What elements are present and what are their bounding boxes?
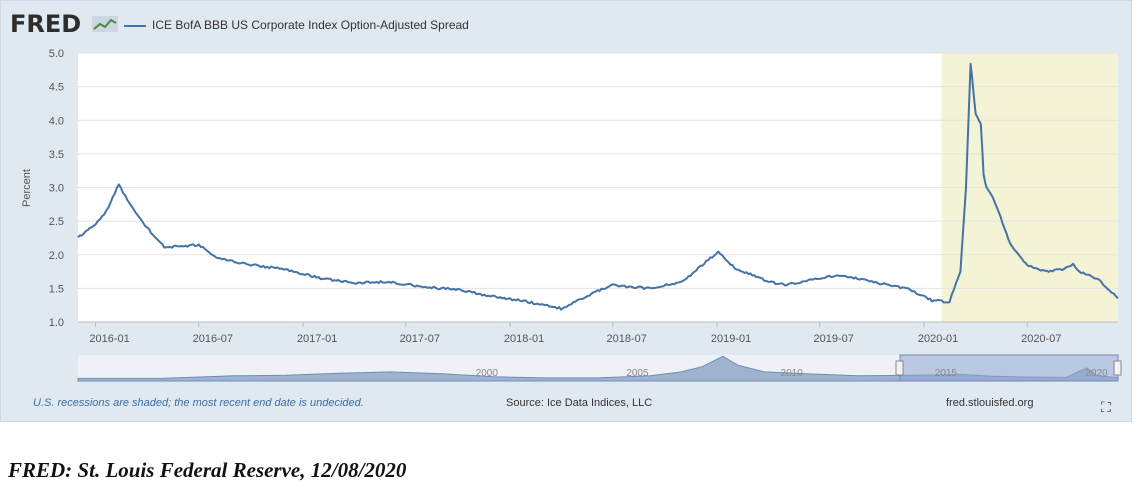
x-tick-label: 2017-01 — [297, 333, 337, 345]
series-line — [77, 62, 1119, 311]
navigator-tick-label: 2015 — [935, 368, 958, 379]
y-axis-label: Percent — [21, 169, 33, 207]
y-tick-label: 1.0 — [49, 317, 64, 329]
fred-logo: FRED — [10, 10, 82, 38]
x-tick-label: 2018-07 — [607, 333, 647, 345]
navigator-left-handle[interactable] — [895, 360, 904, 376]
x-tick-label: 2020-07 — [1021, 333, 1061, 345]
caption: FRED: St. Louis Federal Reserve, 12/08/2… — [8, 458, 407, 482]
x-tick-label: 2020-01 — [918, 333, 958, 345]
expand-icon[interactable]: ⛶ — [1101, 400, 1111, 416]
y-tick-label: 2.0 — [49, 250, 64, 262]
y-tick-label: 4.5 — [49, 82, 64, 94]
navigator-tick-label: 2010 — [781, 368, 804, 379]
fred-chart-icon — [92, 16, 118, 32]
main-chart[interactable]: 1.0 1.5 2.0 2.5 3.0 3.5 4.0 4.5 5.0 2016-01 2016-… — [0, 0, 1140, 350]
y-tick-label: 3.5 — [49, 149, 64, 161]
recession-note: U.S. recessions are shaded; the most rec… — [33, 397, 364, 409]
navigator-window[interactable] — [899, 354, 1119, 382]
y-tick-label: 2.5 — [49, 216, 64, 228]
x-tick-label: 2017-07 — [400, 333, 440, 345]
navigator-tick-label: 2020 — [1085, 368, 1108, 379]
source-text: Source: Ice Data Indices, LLC — [506, 397, 653, 409]
fred-url[interactable]: fred.stlouisfed.org — [946, 397, 1034, 409]
legend-swatch — [124, 24, 146, 27]
y-tick-label: 4.0 — [49, 115, 64, 127]
y-tick-label: 5.0 — [49, 48, 64, 60]
y-tick-label: 3.0 — [49, 183, 64, 195]
x-tick-label: 2019-07 — [814, 333, 854, 345]
legend-label: ICE BofA BBB US Corporate Index Option-A… — [152, 18, 469, 32]
x-tick-label: 2019-01 — [711, 333, 751, 345]
y-tick-label: 1.5 — [49, 283, 64, 295]
legend[interactable]: ICE BofA BBB US Corporate Index Option-A… — [124, 18, 469, 32]
navigator-right-handle[interactable] — [1113, 360, 1122, 376]
x-tick-label: 2016-07 — [193, 333, 233, 345]
navigator-tick-label: 2005 — [626, 368, 649, 379]
x-tick-label: 2018-01 — [504, 333, 544, 345]
x-tick-label: 2016-01 — [89, 333, 129, 345]
navigator-tick-label: 2000 — [476, 368, 499, 379]
navigator[interactable]: 2000 2005 2010 2015 2020 — [0, 0, 1140, 390]
